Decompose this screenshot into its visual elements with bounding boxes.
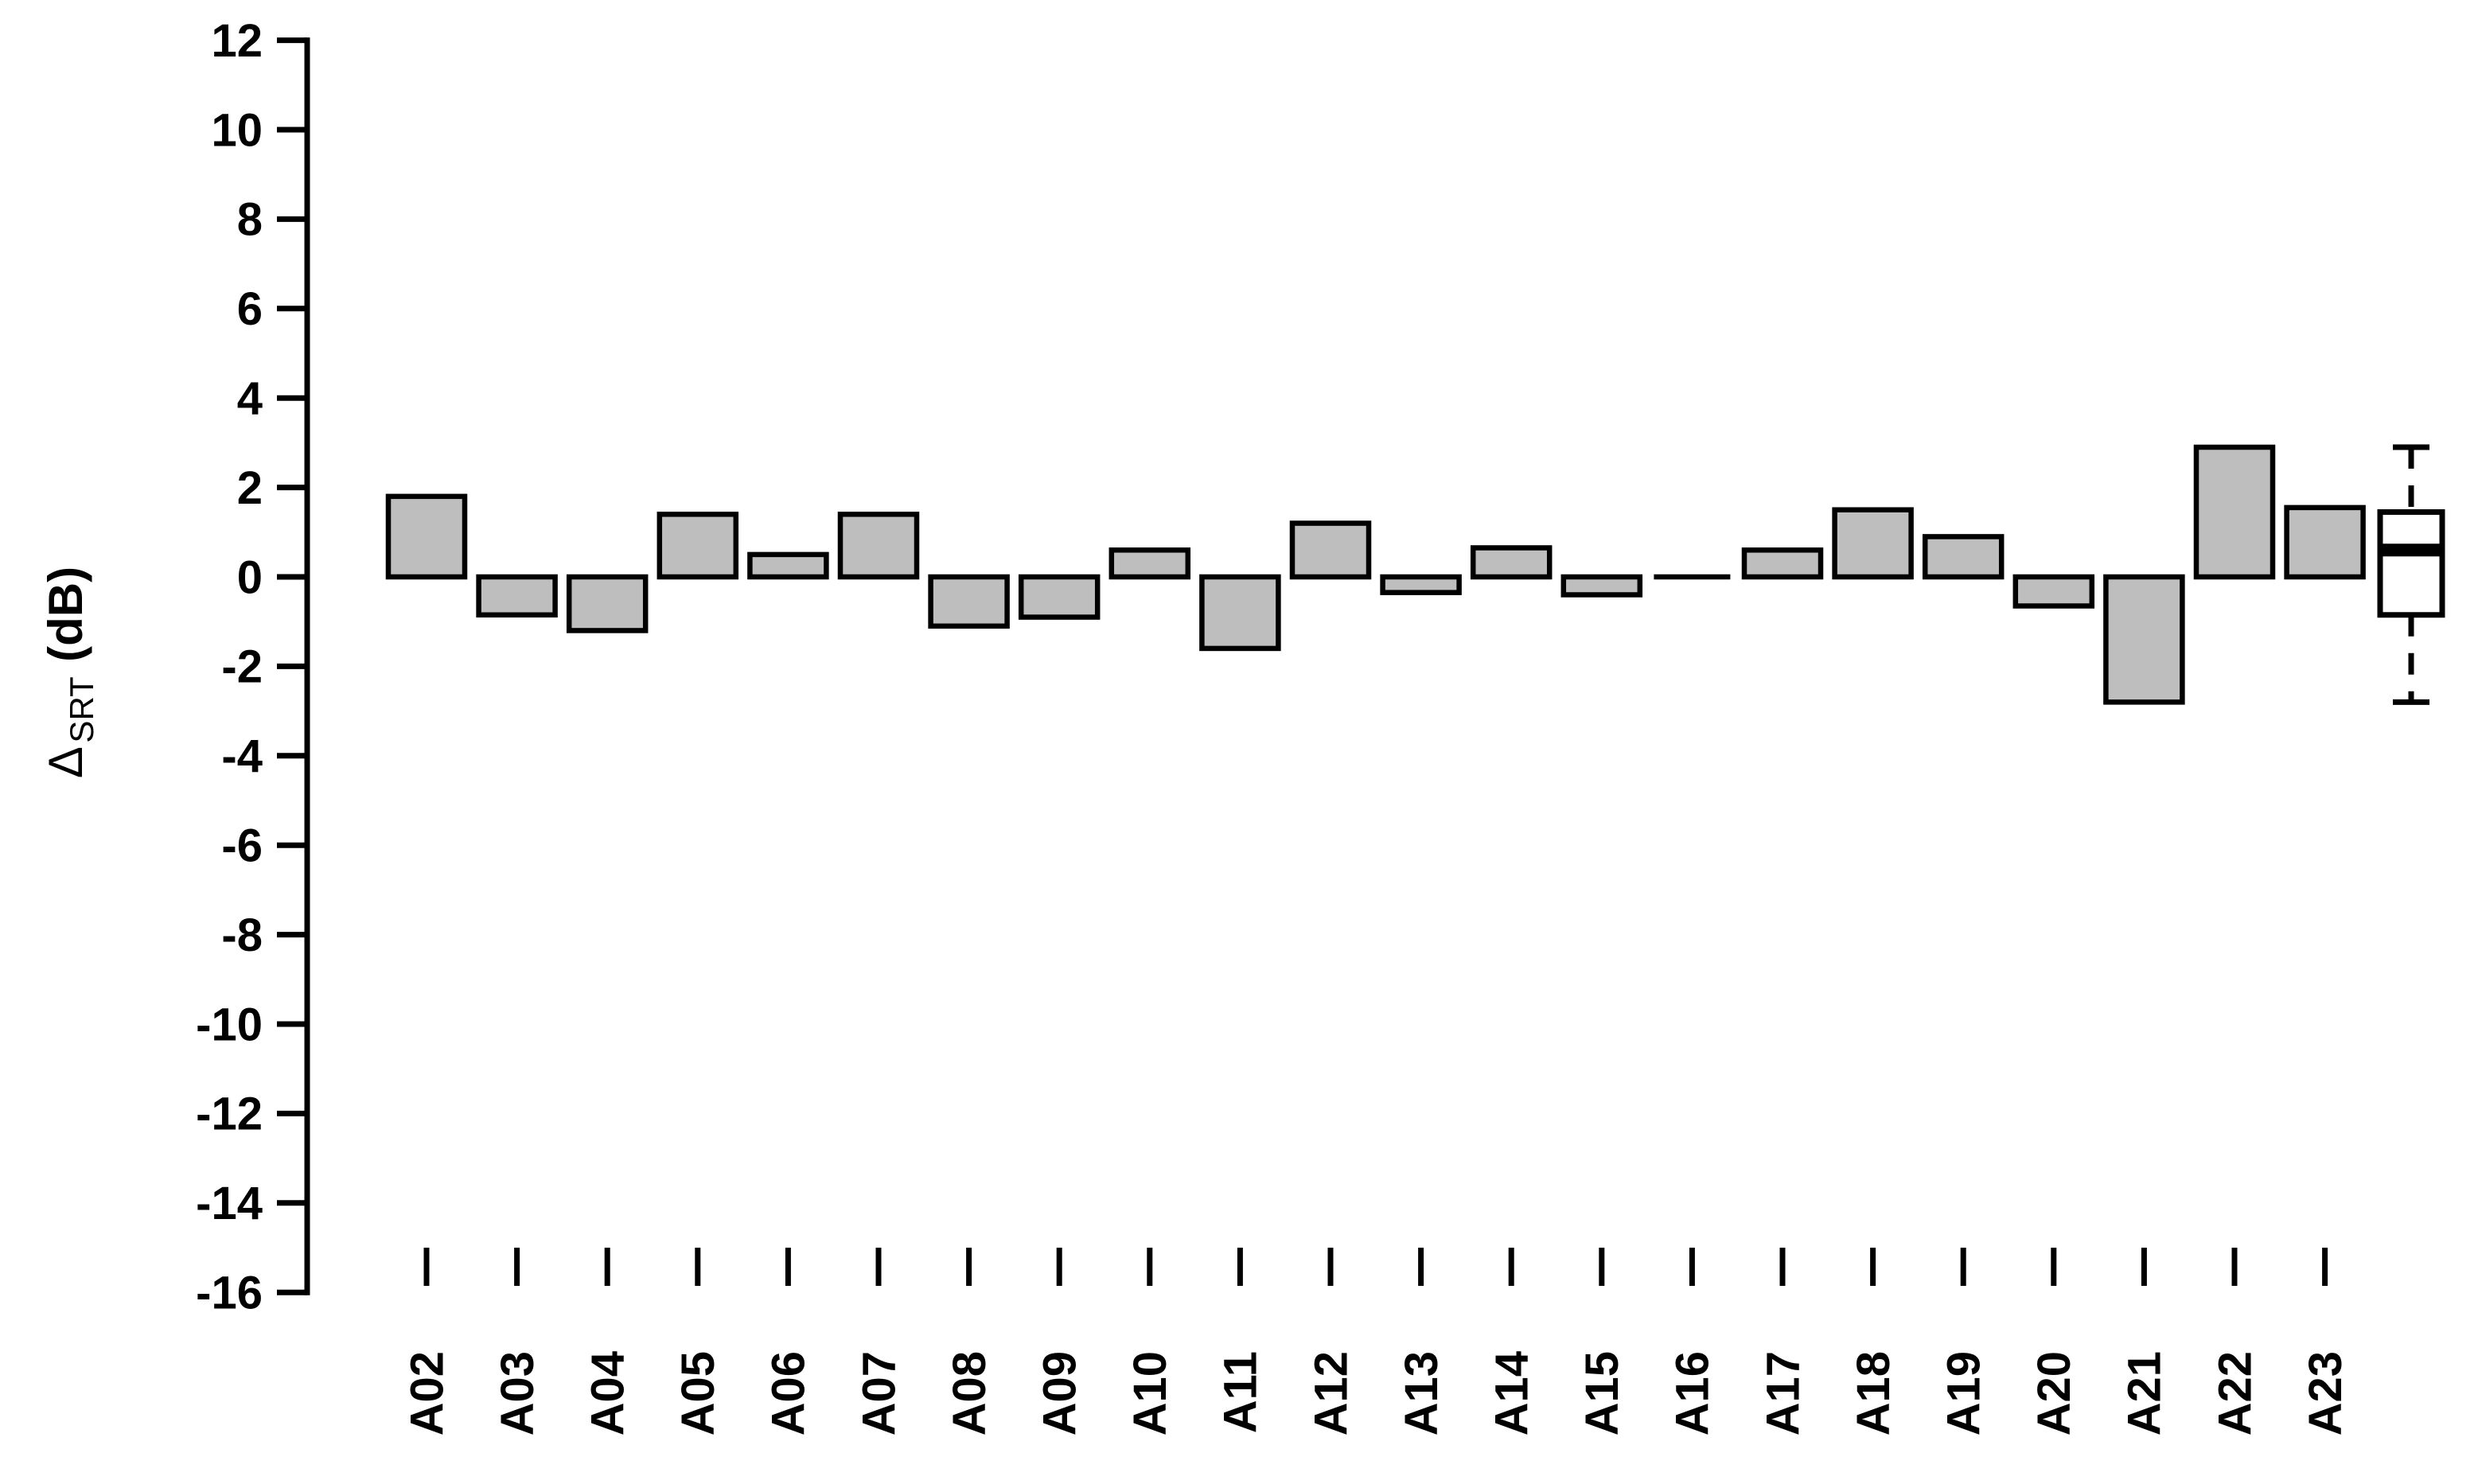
bar bbox=[1289, 520, 1372, 580]
y-axis-tick-label: -16 bbox=[196, 1268, 263, 1319]
y-axis-tick-label: 2 bbox=[237, 462, 263, 514]
bar bbox=[1832, 507, 1914, 580]
x-axis-label: A22 bbox=[2209, 1351, 2261, 1435]
x-axis-label: A18 bbox=[1848, 1351, 1899, 1435]
x-axis-label: A15 bbox=[1576, 1351, 1628, 1435]
x-axis-label: A12 bbox=[1305, 1351, 1357, 1435]
bar bbox=[1108, 547, 1191, 580]
x-axis-label: A08 bbox=[944, 1351, 995, 1435]
bar bbox=[1380, 574, 1462, 595]
y-axis-tick-label: -12 bbox=[196, 1089, 263, 1140]
x-axis-label: A07 bbox=[853, 1351, 905, 1435]
y-axis-tick-label: 8 bbox=[237, 194, 263, 246]
bar bbox=[747, 551, 829, 580]
y-axis-tick-label: -4 bbox=[221, 730, 263, 782]
y-axis-tick-label: 12 bbox=[211, 15, 263, 67]
bar bbox=[1560, 574, 1643, 598]
x-axis-label: A16 bbox=[1667, 1351, 1719, 1435]
x-axis-label: A05 bbox=[672, 1351, 724, 1435]
x-axis-label: A09 bbox=[1034, 1351, 1086, 1435]
y-axis-tick-label: 6 bbox=[237, 283, 263, 335]
bar bbox=[1922, 534, 2005, 580]
x-axis-label: A04 bbox=[582, 1351, 634, 1435]
bar bbox=[2193, 444, 2276, 580]
bar bbox=[1470, 545, 1553, 580]
y-axis-title-subscript: SRT bbox=[63, 676, 100, 742]
y-axis-title-unit: (dB) bbox=[39, 567, 92, 662]
x-axis-label: A20 bbox=[2028, 1351, 2080, 1435]
y-axis-tick-label: -2 bbox=[221, 641, 263, 693]
y-axis-title-delta: Δ bbox=[39, 746, 92, 778]
bar bbox=[566, 574, 649, 633]
bar bbox=[2012, 574, 2095, 609]
y-axis-tick-label: -14 bbox=[196, 1178, 263, 1229]
bar bbox=[476, 574, 558, 618]
boxplot-box bbox=[2377, 509, 2445, 618]
x-axis-label: A19 bbox=[1938, 1351, 1990, 1435]
bar bbox=[928, 574, 1010, 629]
bar bbox=[2103, 574, 2185, 705]
y-axis-tick-label: -6 bbox=[221, 820, 263, 872]
bar bbox=[2284, 504, 2366, 580]
bars bbox=[385, 444, 2366, 705]
bar bbox=[1741, 547, 1824, 580]
bar bbox=[1199, 574, 1281, 652]
x-axis-label: A02 bbox=[401, 1351, 453, 1435]
y-axis-tick-label: -8 bbox=[221, 909, 263, 961]
x-axis-label: A17 bbox=[1757, 1351, 1809, 1435]
bar bbox=[1018, 574, 1101, 620]
y-axis-tick-label: 10 bbox=[211, 104, 263, 156]
y-axis-tick-label: -10 bbox=[196, 999, 263, 1050]
bar bbox=[837, 512, 920, 580]
y-axis-title: Δ SRT (dB) bbox=[39, 567, 100, 778]
y-axis-tick-label: 0 bbox=[237, 551, 263, 603]
bar bbox=[657, 512, 739, 580]
x-axis-label: A03 bbox=[492, 1351, 544, 1435]
x-axis-label: A14 bbox=[1486, 1351, 1538, 1435]
y-axis: 12 10 8 6 4 2 0 -2 -4 -6 -8 -10 -12 -14 -16 bbox=[196, 15, 310, 1319]
boxplot bbox=[2377, 444, 2445, 705]
x-axis-label: A06 bbox=[763, 1351, 815, 1435]
x-axis-label: A21 bbox=[2119, 1351, 2171, 1435]
x-axis-label: A10 bbox=[1124, 1351, 1176, 1435]
x-axis-label: A11 bbox=[1215, 1351, 1267, 1433]
x-axis-label: A23 bbox=[2300, 1351, 2351, 1435]
boxplot-median bbox=[2380, 543, 2442, 557]
x-axis-label: A13 bbox=[1396, 1351, 1447, 1435]
x-axis: A02 A03 A04 A05 A06 A07 A08 A09 A10 A11 A12 A13 A14 A… bbox=[401, 1248, 2351, 1435]
bar bbox=[385, 493, 468, 580]
y-axis-tick-label: 4 bbox=[237, 373, 263, 425]
